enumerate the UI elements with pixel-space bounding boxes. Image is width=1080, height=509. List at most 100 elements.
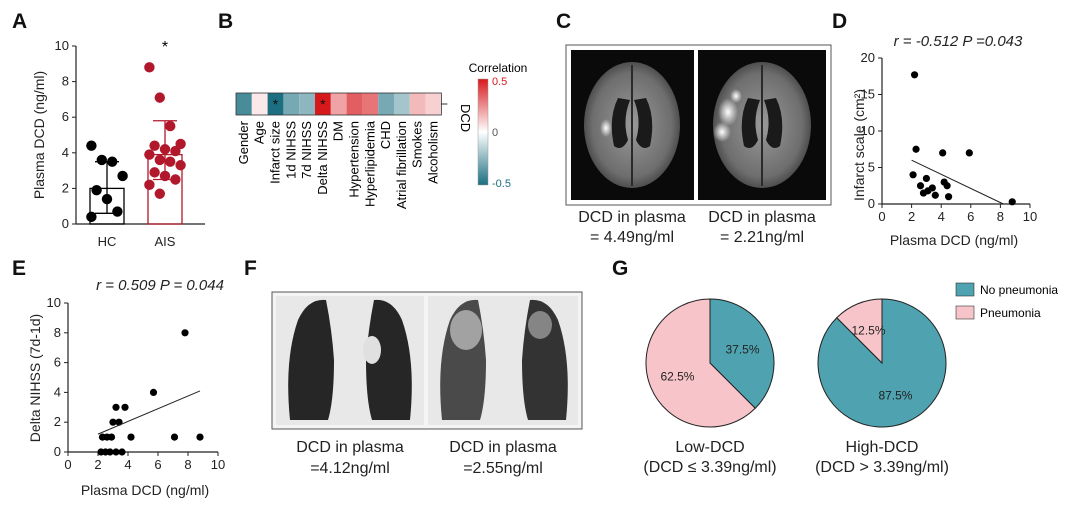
panel-b: B * * Gender Age Infarct size 1d NIHSS 7d NIH… [218,10,527,209]
pie-slice [645,298,756,428]
a-point [144,149,155,160]
e-x-tick-label: 4 [124,457,131,472]
d-x-tick-label: 4 [938,209,945,224]
heatmap-variable-label: 7d NIHSS [299,121,314,179]
d-fit-line [911,159,1004,205]
d-point [928,184,936,192]
a-point [112,206,123,217]
panel-g: G 37.5% 62.5% 87.5% 12.5% Low-DCD (DCD ≤ 3.… [612,257,1058,476]
heatmap-variable-label: Gender [236,120,251,164]
y-axis-label-a: Plasma DCD (ng/ml) [31,71,47,199]
a-y-tick-label: 2 [62,180,69,195]
panel-d: D r = -0.512 P =0.043 Infarct scale (cm²… [832,10,1037,248]
heatmap-variable-labels: Gender Age Infarct size 1d NIHSS 7d NIHSS Del… [236,120,441,209]
heatmap-cell [330,93,347,115]
d-y-tick-label: 15 [861,87,875,102]
e-y-tick-label: 8 [54,325,61,340]
mri-caption-1-line1: DCD in plasma [578,209,686,226]
heatmap-cell [283,93,300,115]
heatmap-variable-label: CHD [378,121,393,149]
colorbar-tick-min: -0.5 [492,178,511,190]
pie-2-title-line2: (DCD > 3.39ng/ml) [815,459,949,476]
y-axis-label-e: Delta NIHSS (7d-1d) [27,314,43,442]
a-point [175,160,186,171]
heatmap-variable-label: Age [252,121,267,144]
pie-slice [709,298,775,409]
marks-e [97,329,204,456]
heatmap-cell [236,93,252,115]
heatmap-cells: * * [235,92,448,116]
d-y-tick-label: 10 [861,123,875,138]
ct-caption-2-line1: DCD in plasma [449,439,557,456]
d-point [945,193,953,201]
d-point [910,71,919,79]
panel-a: A Plasma DCD (ng/ml) 0 2 4 6 8 10 HC AIS * [12,10,205,249]
panel-c: C DCD in plasma = 4.49ng/ml DCD in plasm… [556,10,832,246]
marks-a: * [86,39,186,225]
panel-label-g: G [612,257,628,280]
panel-label-e: E [12,257,26,280]
d-y-tick-label: 5 [868,160,875,175]
e-x-tick-label: 8 [184,457,191,472]
heatmap-significance: * [273,96,279,112]
heatmap-cell [409,93,426,115]
a-point [144,179,155,191]
stat-e: r = 0.509 P = 0.044 [96,277,224,294]
pie-slice-label: 12.5% [852,323,886,337]
e-point [112,403,120,411]
pie-slice [836,298,883,365]
pie-charts: 37.5% 62.5% 87.5% 12.5% [645,298,947,428]
e-y-tick-label: 6 [54,355,61,370]
e-point [118,448,126,456]
panel-label-c: C [556,10,571,33]
d-point [939,149,947,157]
heatmap-cell [315,93,331,115]
a-point [154,92,165,103]
legend-swatch-pneumonia [955,305,975,320]
d-point [909,171,917,179]
a-point [159,144,171,155]
a-point [170,145,181,157]
heatmap-variable-label: Atrial fibrillation [394,121,409,209]
e-point [149,388,158,396]
a-x-tick-label: AIS [155,234,176,249]
e-x-tick-label: 2 [94,457,101,472]
a-significance: * [162,39,168,56]
heatmap-cell [299,93,315,115]
e-point [121,403,129,411]
axes-e: 0 2 4 6 8 10 0 2 4 6 8 10 [47,295,226,472]
ct-caption-1-line2: =4.12ng/ml [310,460,390,477]
pie-2-title-line1: High-DCD [846,439,919,456]
pie-1-title-line1: Low-DCD [675,439,744,456]
a-y-tick-label: 10 [55,38,69,53]
y-axis-label-d: Infarct scale (cm²) [851,89,867,201]
a-point [170,174,181,185]
a-point [154,154,165,166]
a-point [149,167,160,178]
a-y-tick-label: 6 [62,109,69,124]
panel-label-f: F [244,257,257,280]
a-point [165,120,176,132]
legend-label-no-pneumonia: No pneumonia [980,283,1058,297]
heatmap-variable-label: Infarct size [268,121,283,184]
heatmap-variable-label: Delta NIHSS [315,121,330,195]
mri-caption-2-line2: = 2.21ng/ml [720,229,804,246]
heatmap-cell [394,93,410,115]
heatmap-variable-label: Hypertension [347,121,362,198]
d-x-tick-label: 8 [997,209,1004,224]
d-x-tick-label: 0 [878,209,885,224]
axes-a: 0 2 4 6 8 10 HC AIS [55,38,205,249]
e-x-tick-label: 10 [211,457,225,472]
a-point [107,156,118,167]
panel-e: E r = 0.509 P = 0.044 Delta NIHSS (7d-1d… [12,257,225,498]
a-x-tick-label: HC [98,234,117,249]
x-axis-label-d: Plasma DCD (ng/ml) [890,232,1018,248]
e-point [109,418,117,426]
e-x-tick-label: 0 [64,457,71,472]
d-y-tick-label: 0 [868,196,875,211]
pie-slice-label: 87.5% [878,389,912,403]
d-point [912,145,920,153]
a-y-tick-label: 8 [62,74,69,89]
d-point [965,149,973,157]
